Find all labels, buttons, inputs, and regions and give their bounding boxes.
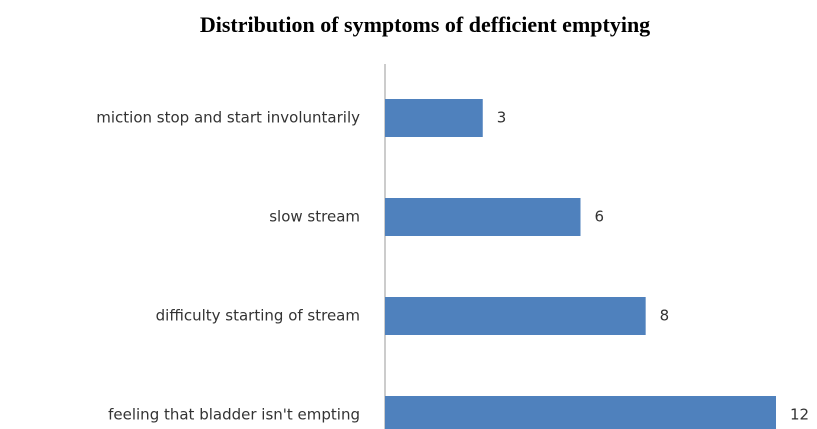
chart-title: Distribution of symptoms of defficient e…: [200, 12, 650, 37]
data-label: 8: [660, 307, 670, 325]
y-tick-label: difficulty starting of stream: [156, 307, 360, 325]
bar: [385, 396, 776, 429]
y-tick-label: feeling that bladder isn't empting: [108, 406, 360, 424]
data-label: 6: [595, 208, 605, 226]
y-tick-label: miction stop and start involuntarily: [96, 109, 360, 127]
data-label: 12: [790, 406, 809, 424]
bar: [385, 198, 581, 236]
bar: [385, 99, 483, 137]
bar: [385, 297, 646, 335]
y-tick-label: slow stream: [269, 208, 360, 226]
data-label: 3: [497, 109, 507, 127]
